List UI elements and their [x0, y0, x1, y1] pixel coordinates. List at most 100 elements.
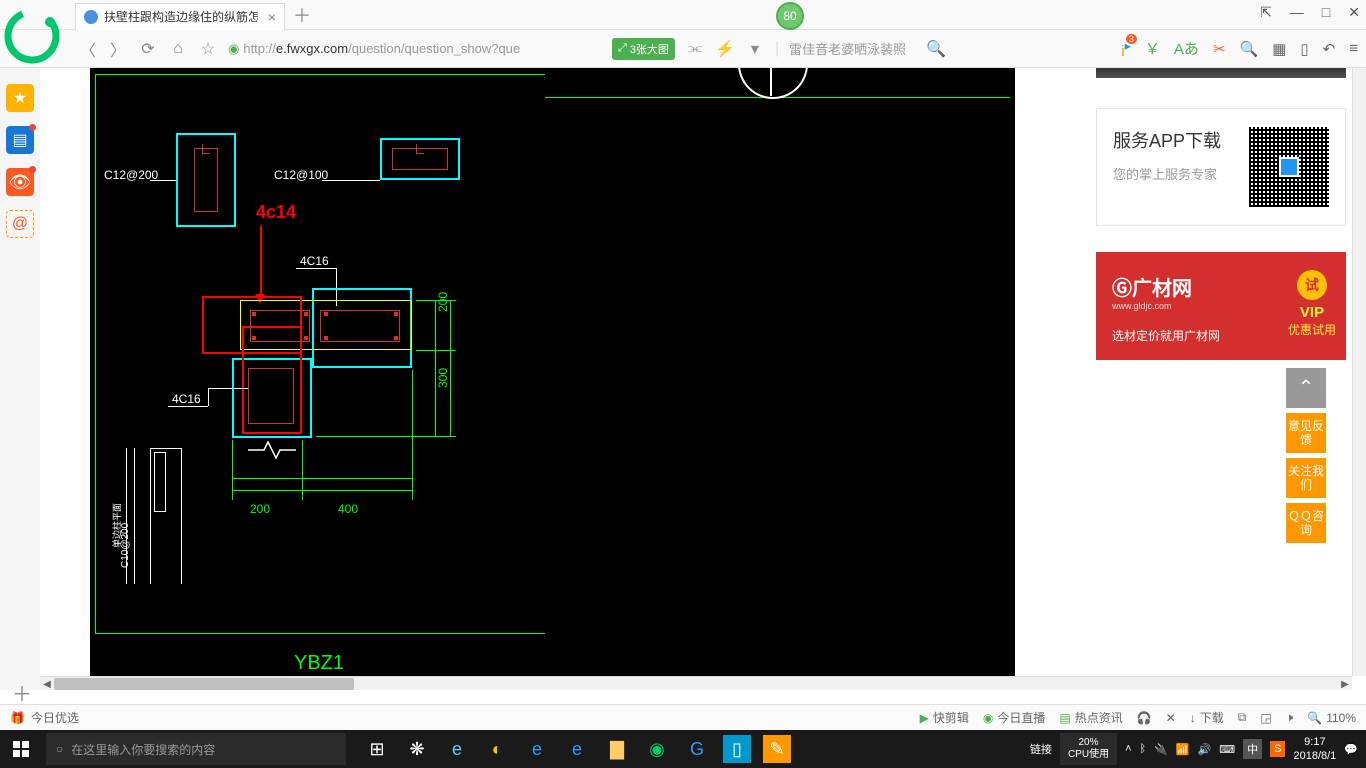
ie2-icon[interactable]: e: [558, 730, 596, 768]
power-icon[interactable]: 🔌: [1154, 743, 1168, 756]
follow-button[interactable]: 关注我们: [1286, 458, 1326, 498]
bluetooth-icon[interactable]: ᛒ: [1140, 743, 1147, 755]
close-icon[interactable]: ✕: [1348, 4, 1360, 21]
feedback-button[interactable]: 意见反馈: [1286, 413, 1326, 453]
maximize-icon[interactable]: □: [1322, 4, 1330, 21]
mobile-icon[interactable]: ▯: [1300, 40, 1308, 58]
cad-drawing: C12@200 C12@100 4c14 4C16: [90, 68, 1015, 676]
edge-icon[interactable]: e: [518, 730, 556, 768]
browser-statusbar: 🎁 今日优选 ▶快剪辑 ◉今日直播 ▤热点资讯 🎧 ✕ ↓下载 ⧉ ◲ 🕨 🔍1…: [0, 704, 1366, 730]
sidebar-favorites[interactable]: ★: [6, 84, 34, 112]
taskbar-search[interactable]: ○ 在这里输入你要搜索的内容: [46, 733, 346, 765]
image-count-badge[interactable]: ⤢ 3张大图: [612, 38, 675, 60]
speed-badge[interactable]: 80: [776, 2, 804, 30]
wallet-icon[interactable]: ￥: [1145, 38, 1160, 59]
new-tab-button[interactable]: ＋: [293, 2, 311, 28]
app-download-title: 服务APP下载: [1113, 127, 1249, 153]
scroll-right-icon[interactable]: ▶: [1338, 677, 1352, 690]
scroll-left-icon[interactable]: ◀: [40, 677, 54, 690]
app-blue-icon[interactable]: G: [678, 730, 716, 768]
taskview-icon[interactable]: ⊞: [358, 730, 396, 768]
restore-icon[interactable]: ◲: [1260, 711, 1271, 725]
app-cyan-icon[interactable]: ▯: [723, 735, 751, 763]
notifications-icon[interactable]: 💬: [1344, 743, 1358, 756]
ad-banner[interactable]: Ⓖ广材网 www.gldjc.com 选材定价就用广材网 试 VIP 优惠试用: [1096, 252, 1346, 360]
undo-icon[interactable]: ↶: [1323, 40, 1336, 58]
qr-code: [1249, 127, 1329, 207]
windows-taskbar: ○ 在这里输入你要搜索的内容 ⊞ ❋ e ◐ e e ▇ ◉ G ▯ ✎ 链接 …: [0, 730, 1366, 768]
sogou-icon[interactable]: S: [1270, 741, 1285, 757]
window-controls: ⇱ — □ ✕: [1260, 4, 1360, 21]
app-orange-icon[interactable]: ✎: [763, 735, 791, 763]
gift-icon[interactable]: 🎁: [10, 711, 25, 725]
top-banner-fragment: [1096, 68, 1346, 78]
download-button[interactable]: ↓下载: [1190, 709, 1224, 726]
address-bar: 〈 〉 ⟳ ⌂ ☆ ◉ http:// e.fwxgx.com /questio…: [0, 30, 1366, 68]
dim-400h: 400: [338, 502, 358, 516]
favorite-icon[interactable]: ☆: [198, 39, 218, 59]
zoom-icon[interactable]: 🔍: [1240, 40, 1259, 58]
zoom-control[interactable]: 🔍110%: [1307, 711, 1356, 725]
sidebar-mail[interactable]: @: [6, 210, 34, 238]
horizontal-scrollbar[interactable]: ◀ ▶: [40, 676, 1352, 690]
tab-title: 扶壁柱跟构造边缘住的纵筋怎么…: [104, 8, 258, 25]
rebar-1: [194, 148, 218, 212]
app-1-icon[interactable]: ❋: [398, 730, 436, 768]
hotnews-button[interactable]: ▤热点资讯: [1059, 709, 1122, 726]
app-2-icon[interactable]: ◐: [478, 730, 516, 768]
tab-close-icon[interactable]: ×: [268, 9, 276, 25]
browser-logo[interactable]: [2, 6, 62, 66]
ime-indicator[interactable]: 中: [1243, 739, 1262, 759]
vertical-scrollbar[interactable]: [1352, 68, 1366, 676]
label-4c16-left: 4C16: [172, 392, 201, 406]
kuaijianji-button[interactable]: ▶快剪辑: [920, 709, 969, 726]
left-sidebar: ★ ▤ 👁 @: [0, 68, 40, 690]
explorer-icon[interactable]: ▇: [598, 730, 636, 768]
360-icon[interactable]: ◉: [638, 730, 676, 768]
sidebar-news[interactable]: ▤: [6, 126, 34, 154]
sidebar-weibo[interactable]: 👁: [6, 168, 34, 196]
hot-search-text[interactable]: 雷佳音老婆晒泳装照: [789, 39, 906, 58]
scroll-thumb[interactable]: [54, 678, 354, 690]
dropdown-icon[interactable]: ▾: [745, 39, 765, 59]
menu-icon[interactable]: ≡: [1349, 40, 1358, 57]
wifi-icon[interactable]: 📶: [1176, 743, 1190, 756]
cross-icon[interactable]: ✕: [1166, 711, 1176, 725]
cad-title: YBZ1: [294, 652, 344, 675]
tray-up-icon[interactable]: ˄: [1125, 743, 1131, 755]
dim-200v: 200: [436, 292, 450, 312]
search-icon[interactable]: 🔍: [926, 39, 946, 59]
scissors-icon[interactable]: ✂: [1213, 40, 1226, 58]
back-icon[interactable]: 〈: [78, 37, 98, 61]
today-label[interactable]: 今日优选: [31, 709, 79, 726]
scroll-top-button[interactable]: ⌃: [1286, 368, 1326, 408]
translate-icon[interactable]: Aあ: [1174, 38, 1199, 59]
link-label[interactable]: 链接: [1030, 741, 1052, 757]
pip-icon[interactable]: ⧉: [1238, 710, 1247, 725]
url-input[interactable]: ◉ http:// e.fwxgx.com /question/question…: [228, 41, 598, 57]
forward-icon[interactable]: 〉: [108, 37, 128, 61]
qq-button[interactable]: ＱＱ咨询: [1286, 503, 1326, 543]
browser-tab[interactable]: 扶壁柱跟构造边缘住的纵筋怎么… ×: [75, 3, 285, 30]
clock[interactable]: 9:17 2018/8/1: [1293, 735, 1336, 764]
app-download-card[interactable]: 服务APP下载 您的掌上服务专家: [1096, 108, 1346, 226]
minimize-icon[interactable]: —: [1290, 4, 1304, 21]
home-icon[interactable]: ⌂: [168, 40, 188, 58]
bolt-icon[interactable]: ⚡: [715, 39, 735, 59]
apps-icon[interactable]: ▦: [1272, 40, 1286, 58]
volume-icon[interactable]: 🔊: [1198, 743, 1212, 756]
share-icon[interactable]: ⫘: [685, 40, 705, 58]
ie-icon[interactable]: e: [438, 730, 476, 768]
live-button[interactable]: ◉今日直播: [983, 709, 1046, 726]
label-c12-100: C12@100: [274, 168, 328, 182]
reload-icon[interactable]: ⟳: [138, 39, 158, 59]
keyboard-icon[interactable]: ⌨: [1219, 743, 1235, 756]
pin-icon[interactable]: ⇱: [1260, 4, 1272, 21]
cpu-meter[interactable]: 20% CPU使用: [1060, 733, 1117, 765]
site-icon: ◉: [228, 41, 239, 57]
start-button[interactable]: [0, 730, 42, 768]
headset-icon[interactable]: 🎧: [1137, 711, 1152, 725]
float-buttons: ⌃ 意见反馈 关注我们 ＱＱ咨询: [1286, 368, 1326, 543]
ext-pin-icon[interactable]: i▸3: [1121, 38, 1131, 60]
mute-icon[interactable]: 🕨: [1286, 710, 1294, 725]
